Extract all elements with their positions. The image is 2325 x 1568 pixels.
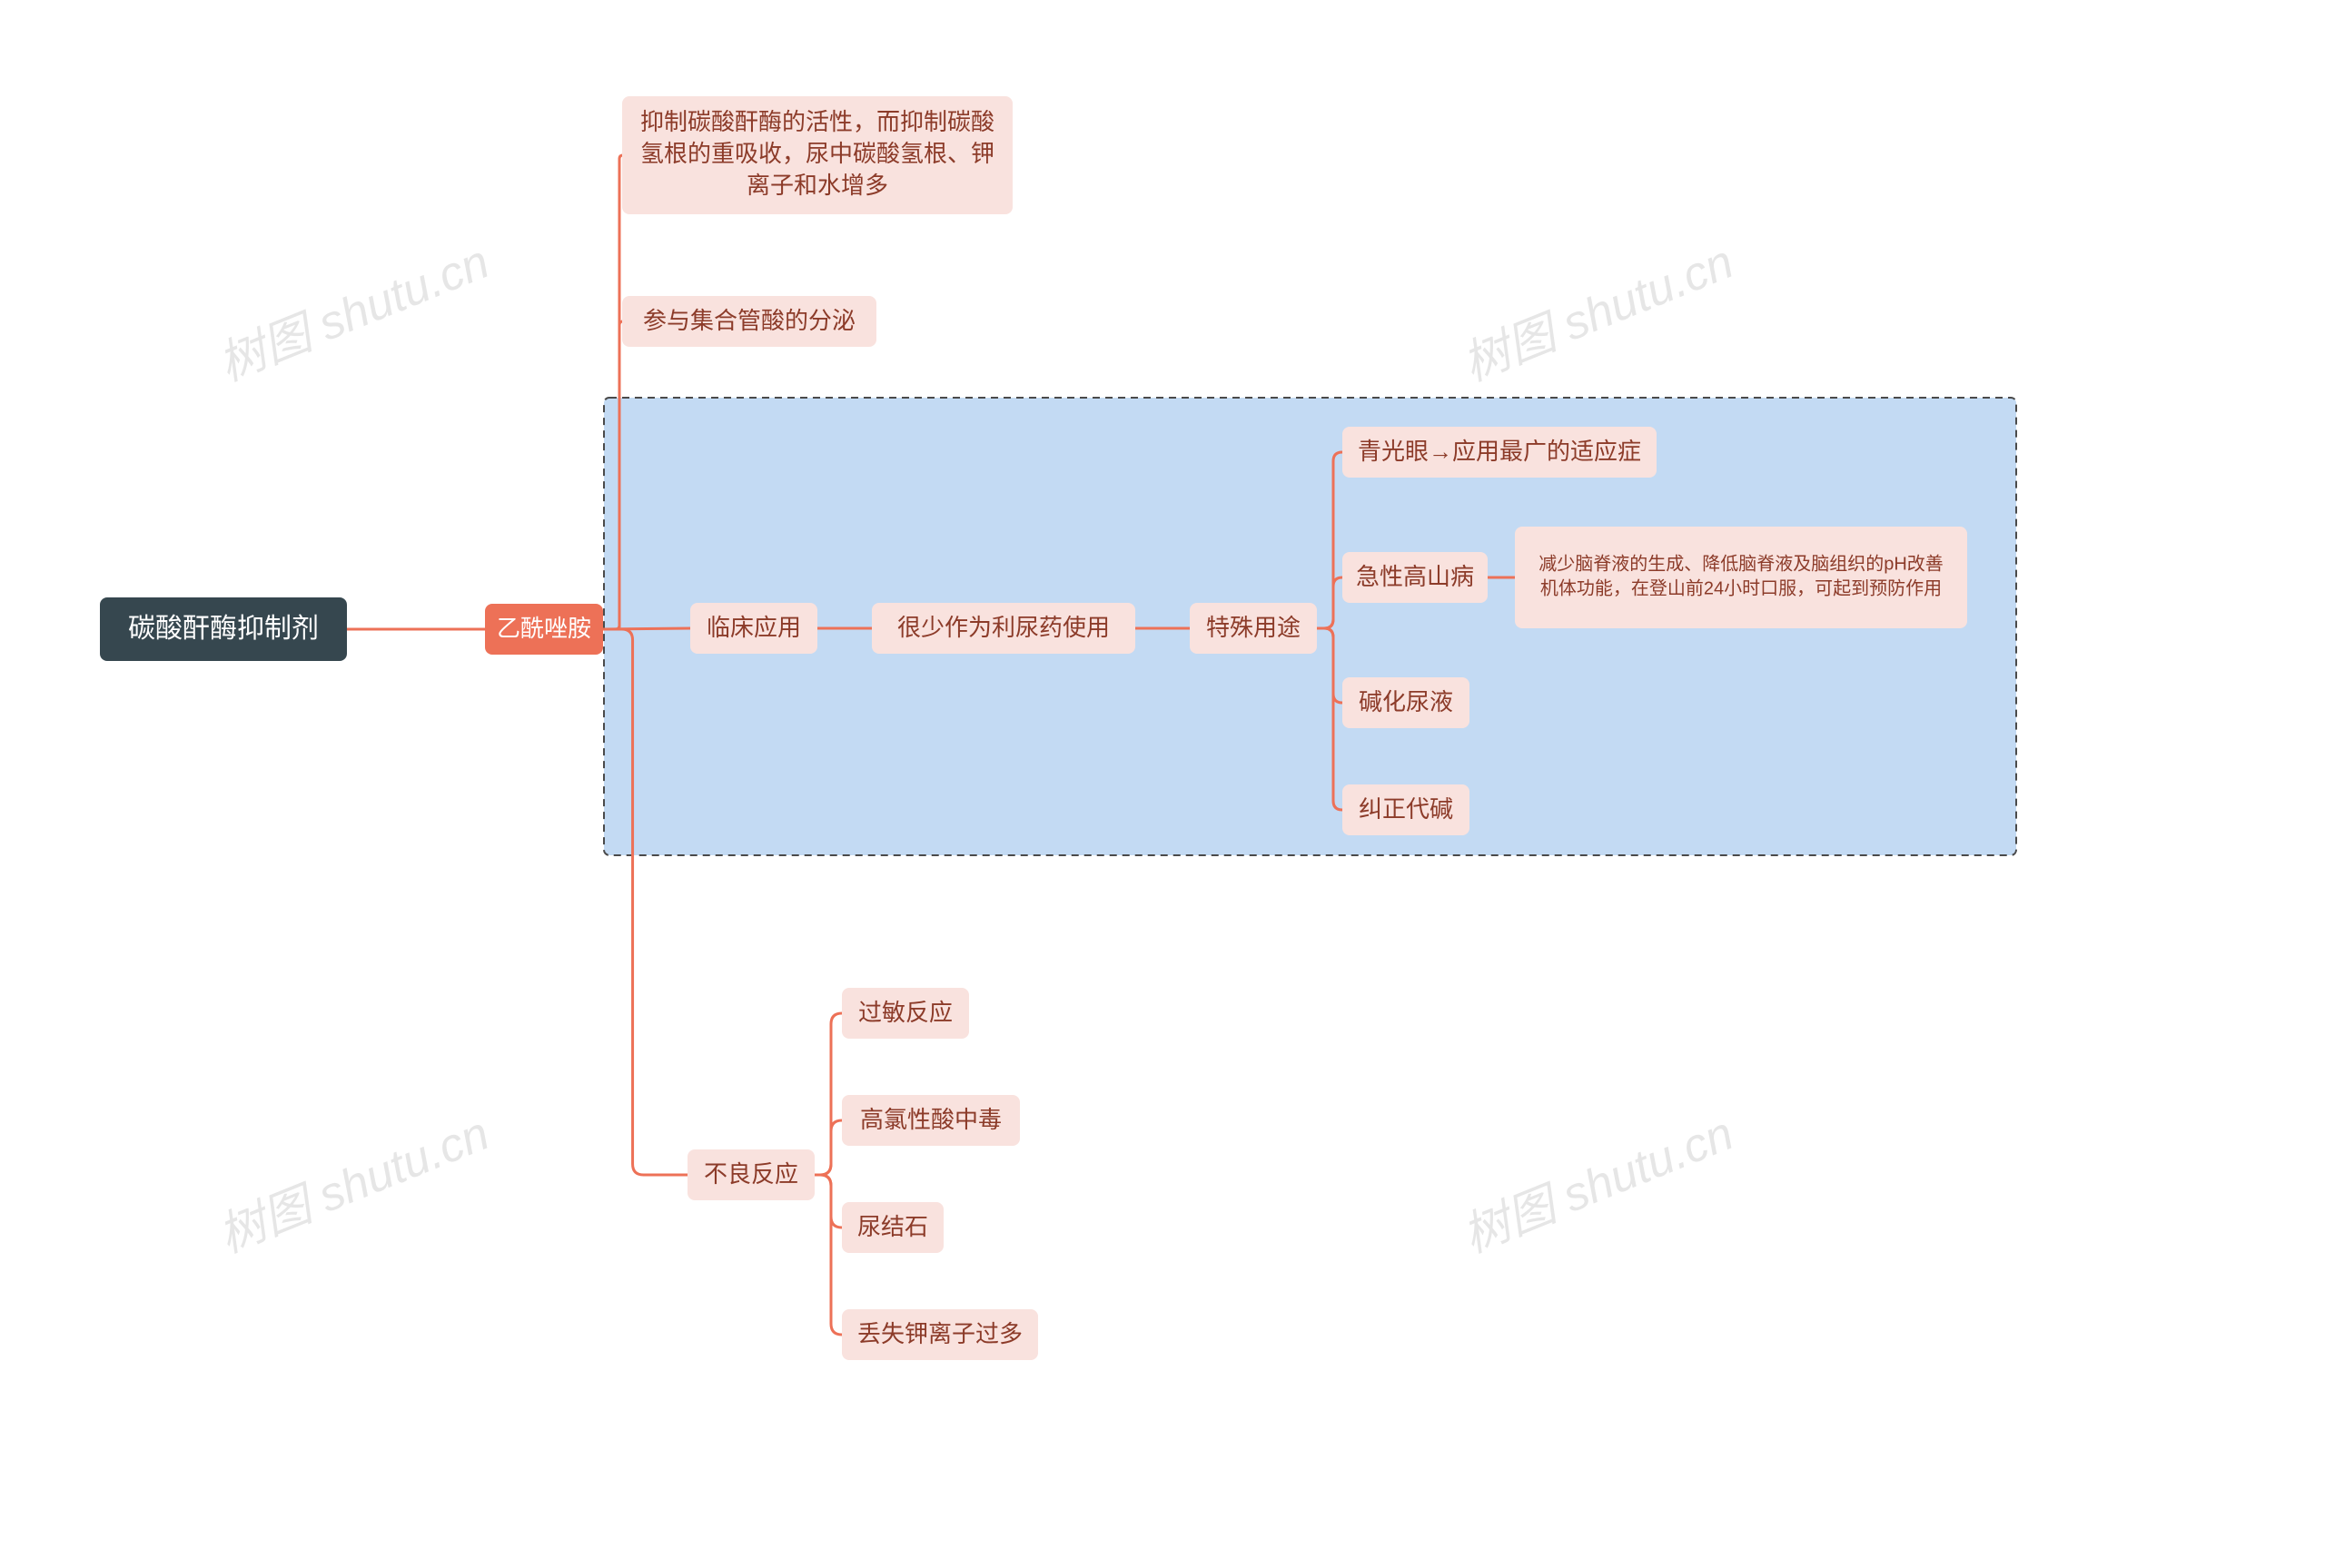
node-corr-label: 纠正代碱 [1359,795,1453,823]
node-mech1[interactable]: 抑制碳酸酐酶的活性，而抑制碳酸氢根的重吸收，尿中碳酸氢根、钾离子和水增多 [622,96,1013,214]
node-drug[interactable]: 乙酰唑胺 [485,604,603,655]
node-a1[interactable]: 过敏反应 [842,988,969,1039]
node-a3-label: 尿结石 [857,1213,928,1240]
node-a1-label: 过敏反应 [858,999,953,1026]
node-ams-label: 急性高山病 [1356,563,1474,590]
node-ams[interactable]: 急性高山病 [1342,552,1488,603]
node-clin-label: 临床应用 [707,614,801,641]
mindmap-svg: 树图 shutu.cn树图 shutu.cn树图 shutu.cn树图 shut… [0,0,2325,1568]
node-alk-label: 碱化尿液 [1359,688,1453,715]
node-alk[interactable]: 碱化尿液 [1342,677,1469,728]
node-glau-label: 青光眼→应用最广的适应症 [1358,438,1641,465]
node-glau[interactable]: 青光眼→应用最广的适应症 [1342,427,1657,478]
node-a4-label: 丢失钾离子过多 [857,1320,1023,1347]
node-mech2-label: 参与集合管酸的分泌 [643,307,856,334]
node-drug-label: 乙酰唑胺 [497,615,591,642]
node-a2-label: 高氯性酸中毒 [860,1106,1002,1133]
node-root-label: 碳酸酐酶抑制剂 [128,614,319,644]
node-a4[interactable]: 丢失钾离子过多 [842,1309,1038,1360]
node-root[interactable]: 碳酸酐酶抑制剂 [100,597,347,661]
node-clin[interactable]: 临床应用 [690,603,817,654]
node-amsN-bg [1515,527,1967,628]
node-rare-label: 很少作为利尿药使用 [897,614,1110,641]
node-a2[interactable]: 高氯性酸中毒 [842,1095,1020,1146]
node-spec-label: 特殊用途 [1206,614,1301,641]
node-spec[interactable]: 特殊用途 [1190,603,1317,654]
node-adv[interactable]: 不良反应 [688,1149,815,1200]
node-corr[interactable]: 纠正代碱 [1342,784,1469,835]
node-a3[interactable]: 尿结石 [842,1202,944,1253]
node-rare[interactable]: 很少作为利尿药使用 [872,603,1135,654]
node-mech2[interactable]: 参与集合管酸的分泌 [622,296,876,347]
node-adv-label: 不良反应 [704,1160,798,1188]
node-amsN[interactable]: 减少脑脊液的生成、降低脑脊液及脑组织的pH改善机体功能，在登山前24小时口服，可… [1515,527,1967,628]
